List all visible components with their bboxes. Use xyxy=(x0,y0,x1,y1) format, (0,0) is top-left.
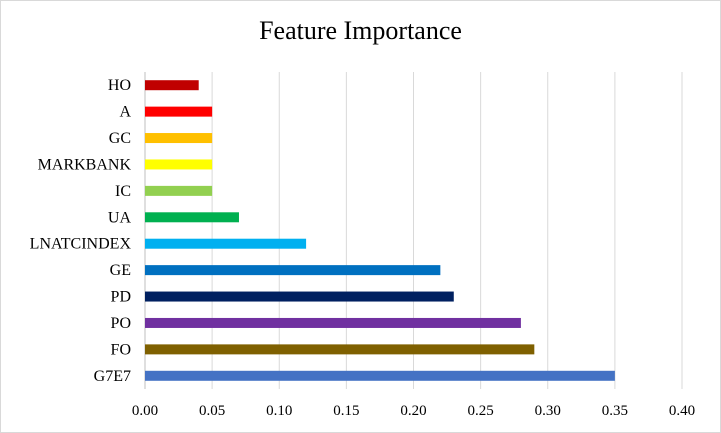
x-tick-label: 0.15 xyxy=(333,403,359,419)
x-tick-label: 0.25 xyxy=(468,403,494,419)
category-label: A xyxy=(119,104,131,121)
bar-g7e7 xyxy=(145,370,615,381)
category-label: GE xyxy=(110,262,131,279)
x-tick-label: 0.10 xyxy=(266,403,292,419)
category-label: PD xyxy=(111,289,131,306)
category-label: LNATCINDEX xyxy=(30,236,132,253)
category-labels: HO A GC MARKBANK IC UA LNATCINDEX GE PD PO FO G7E7 xyxy=(30,77,132,385)
x-tick-label: 0.40 xyxy=(669,403,695,419)
bar-ho xyxy=(145,80,199,91)
bar-pd xyxy=(145,291,454,302)
bar-lnatcindex xyxy=(145,238,307,249)
bar-po xyxy=(145,317,521,328)
x-tick-label: 0.00 xyxy=(132,403,158,419)
x-tick-label: 0.30 xyxy=(535,403,561,419)
bar-ge xyxy=(145,265,441,276)
x-tick-labels: 0.00 0.05 0.10 0.15 0.20 0.25 0.30 0.35 0.40 xyxy=(132,403,695,419)
category-label: G7E7 xyxy=(94,368,131,385)
bars xyxy=(145,80,615,381)
gridlines xyxy=(144,72,683,389)
bar-markbank xyxy=(145,159,213,170)
chart-title: Feature Importance xyxy=(259,16,462,45)
category-label: IC xyxy=(115,183,131,200)
x-tick-label: 0.20 xyxy=(400,403,426,419)
category-label: HO xyxy=(108,77,131,94)
category-label: PO xyxy=(111,315,131,332)
category-label: GC xyxy=(109,130,131,147)
bar-ua xyxy=(145,212,239,223)
bar-ic xyxy=(145,185,213,196)
bar-fo xyxy=(145,344,535,355)
x-tick-label: 0.05 xyxy=(199,403,225,419)
category-label: FO xyxy=(111,341,131,358)
category-label: MARKBANK xyxy=(38,156,132,173)
bar-a xyxy=(145,106,213,117)
bar-gc xyxy=(145,133,213,144)
category-label: UA xyxy=(108,209,132,226)
x-tick-label: 0.35 xyxy=(602,403,628,419)
